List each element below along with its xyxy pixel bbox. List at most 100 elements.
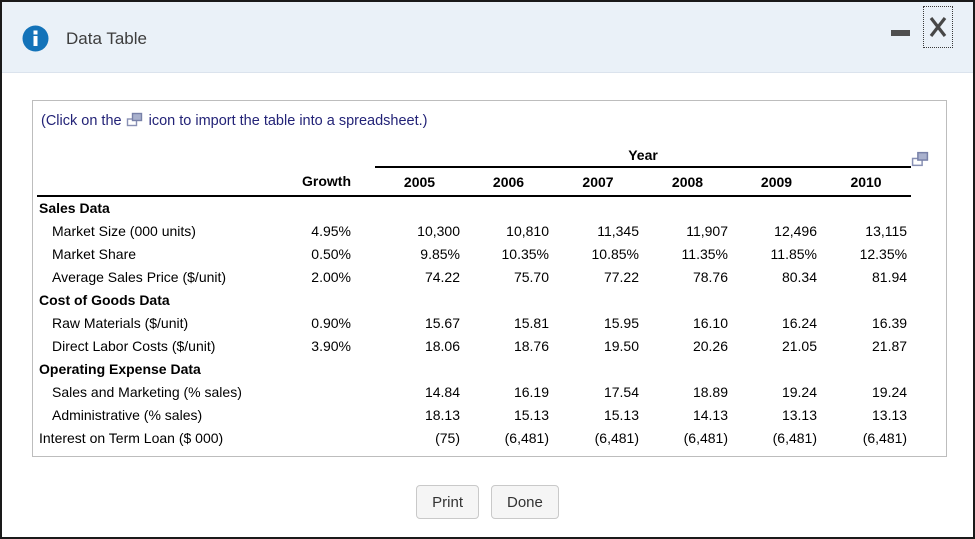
row-label-cell: Interest on Term Loan ($ 000) [39,429,224,446]
growth-cell: 4.95% [311,222,351,239]
section-header-row: Cost of Goods Data [37,288,911,311]
value-cell: 80.34 [781,268,817,285]
value-cell: 21.87 [872,337,908,354]
table-body: Sales Data Market Size (000 units) 4.95% 10… [37,196,911,449]
close-button[interactable] [923,6,953,48]
value-cell: 16.19 [513,383,549,400]
dialog-footer: Print Done [2,485,973,519]
value-cell: 13.13 [872,406,908,423]
value-cell: 17.54 [603,383,639,400]
section-header-row: Sales Data [37,196,911,219]
row-label-cell: Direct Labor Costs ($/unit) [52,337,216,354]
section-header-row: Operating Expense Data [37,357,911,380]
table-row: Direct Labor Costs ($/unit) 3.90% 18.06 18.… [37,334,911,357]
year-column-header: 2005 [375,167,464,197]
value-cell: 10,810 [506,222,549,239]
row-label-cell: Raw Materials ($/unit) [52,314,189,331]
value-cell: (6,481) [772,429,817,446]
year-column-header: 2006 [464,167,553,197]
label-column-header [37,167,289,197]
value-cell: 15.13 [603,406,639,423]
value-cell: 19.50 [603,337,639,354]
year-column-header: 2008 [643,167,732,197]
value-cell: 11,345 [597,222,639,239]
growth-cell: 3.90% [311,337,351,354]
year-column-header: 2010 [821,167,912,197]
minimize-button[interactable] [891,30,910,36]
instruction-text: (Click on the icon to import the table i… [33,101,946,129]
value-cell: 14.13 [692,406,728,423]
year-group-header: Year [375,144,912,168]
minimize-icon [891,30,910,36]
value-cell: 18.13 [424,406,460,423]
value-cell: (6,481) [683,429,728,446]
value-cell: 11.85% [770,245,817,262]
value-cell: 13.13 [781,406,817,423]
value-cell: 13,115 [865,222,908,239]
value-cell: 11,907 [686,222,728,239]
table-row: Market Size (000 units) 4.95% 10,300 10,810… [37,219,911,242]
growth-column-header: Growth [289,167,375,197]
year-column-header: 2007 [553,167,643,197]
value-cell: 9.85% [420,245,460,262]
growth-cell: 0.90% [311,314,351,331]
row-label-cell: Administrative (% sales) [52,406,203,423]
value-cell: 15.95 [603,314,639,331]
dialog-title: Data Table [66,29,147,48]
value-cell: 15.67 [424,314,460,331]
import-table-icon [126,112,143,127]
window-controls [891,2,953,48]
table-row: Raw Materials ($/unit) 0.90% 15.67 15.81 15.… [37,311,911,334]
value-cell: 12.35% [859,245,908,262]
value-cell: (6,481) [594,429,639,446]
section-header: Operating Expense Data [39,360,201,377]
print-button[interactable]: Print [416,485,479,519]
value-cell: 15.81 [513,314,549,331]
import-table-icon[interactable] [911,151,929,167]
value-cell: 10.35% [501,245,549,262]
value-cell: 15.13 [513,406,549,423]
table-row: Interest on Term Loan ($ 000) (75) (6,481)… [37,426,911,449]
growth-cell [289,380,375,403]
year-column-header: 2009 [732,167,821,197]
instruction-after: icon to import the table into a spreadsh… [148,113,428,129]
close-icon [929,17,947,37]
value-cell: 19.24 [872,383,908,400]
value-cell: (75) [435,429,460,446]
done-button[interactable]: Done [490,485,559,519]
year-span-spacer [37,144,375,167]
value-cell: 10,300 [417,222,460,239]
row-label-cell: Market Share [52,245,137,262]
data-table: Year Growth 2005 2006 2007 2008 2009 2010 Sal… [37,144,912,449]
value-cell: 77.22 [603,268,639,285]
row-label-cell: Market Size (000 units) [52,222,196,239]
value-cell: (6,481) [862,429,908,446]
value-cell: 16.24 [781,314,817,331]
section-header: Cost of Goods Data [39,291,170,308]
growth-cell: 2.00% [311,268,351,285]
row-label-cell: Sales and Marketing (% sales) [52,383,242,400]
table-row: Market Share 0.50% 9.85% 10.35% 10.85% 11.35%… [37,242,911,265]
section-header: Sales Data [39,200,110,216]
value-cell: 19.24 [781,383,817,400]
column-header-row: Growth 2005 2006 2007 2008 2009 2010 [37,167,912,197]
value-cell: 18.06 [424,337,460,354]
value-cell: 18.76 [513,337,549,354]
value-cell: 12,496 [774,222,817,239]
table-row: Administrative (% sales) 18.13 15.13 15.13 1… [37,403,911,426]
table-row: Sales and Marketing (% sales) 14.84 16.19 1… [37,380,911,403]
value-cell: 81.94 [872,268,908,285]
value-cell: 14.84 [424,383,460,400]
value-cell: 74.22 [424,268,460,285]
value-cell: 16.39 [872,314,908,331]
growth-cell [289,426,375,449]
instruction-before: (Click on the [41,113,122,129]
value-cell: 78.76 [692,268,728,285]
value-cell: 20.26 [692,337,728,354]
growth-cell [289,403,375,426]
table-panel: (Click on the icon to import the table i… [32,100,947,457]
dialog-titlebar: Data Table [2,2,973,73]
value-cell: (6,481) [504,429,549,446]
info-icon [22,25,49,52]
